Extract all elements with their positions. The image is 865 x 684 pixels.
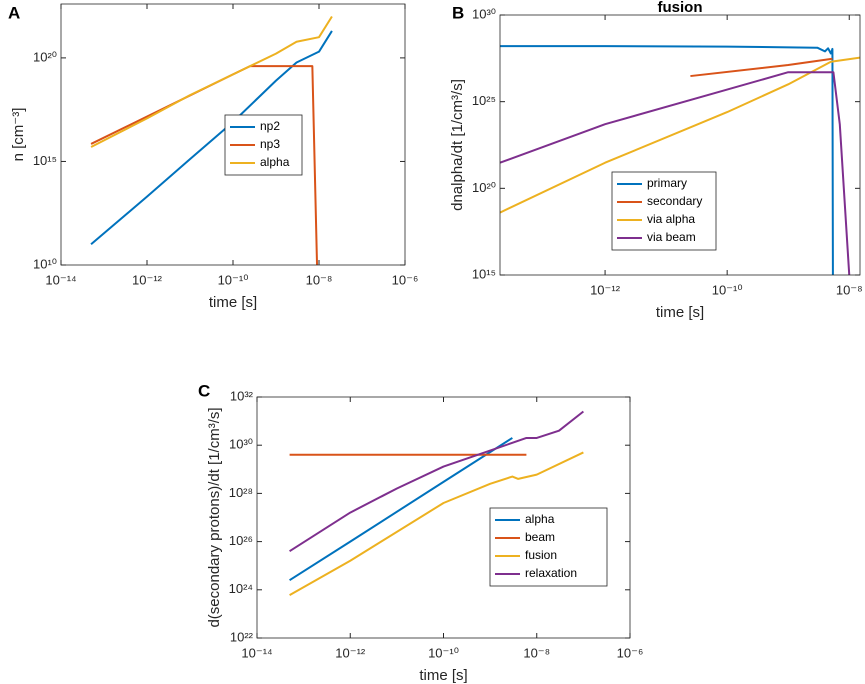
y-axis-label: d(secondary protons)/dt [1/cm³/s] <box>206 407 223 627</box>
legend-label: via alpha <box>647 212 695 226</box>
x-tick-label: 10⁻¹⁴ <box>45 272 76 287</box>
legend-label: secondary <box>647 194 702 208</box>
panel-letter: A <box>8 3 20 22</box>
chart-title: fusion <box>658 0 703 16</box>
x-tick-label: 10⁻¹⁰ <box>712 282 743 297</box>
legend-label: fusion <box>525 548 557 562</box>
x-tick-label: 10⁻¹² <box>335 645 366 660</box>
legend-label: beam <box>525 530 555 544</box>
series-line <box>500 45 834 275</box>
series-line <box>289 410 584 553</box>
y-tick-label: 10³⁰ <box>472 6 496 21</box>
axes-box <box>499 14 861 276</box>
legend-label: alpha <box>525 512 555 526</box>
x-tick-label: 10⁻⁶ <box>617 645 644 660</box>
y-tick-label: 10²⁵ <box>472 93 496 108</box>
series-line <box>690 57 833 78</box>
x-axis-label: time [s] <box>419 667 467 684</box>
series-line <box>289 451 584 597</box>
x-tick-label: 10⁻⁸ <box>306 272 333 287</box>
y-tick-label: 10²⁶ <box>229 533 253 548</box>
panel-letter: C <box>198 381 210 400</box>
legend-label: primary <box>647 176 687 190</box>
legend-label: relaxation <box>525 566 577 580</box>
series-line <box>90 15 333 148</box>
y-tick-label: 10¹⁰ <box>33 256 57 271</box>
axes-box <box>60 3 406 266</box>
axes-box <box>256 396 631 639</box>
x-tick-label: 10⁻⁸ <box>836 282 863 297</box>
x-tick-label: 10⁻¹² <box>132 272 163 287</box>
y-tick-label: 10³² <box>230 388 254 403</box>
x-tick-label: 10⁻¹² <box>590 282 621 297</box>
y-tick-label: 10³⁰ <box>229 437 253 452</box>
legend-label: np3 <box>260 137 280 151</box>
series-line <box>500 56 860 214</box>
x-tick-label: 10⁻⁸ <box>523 645 550 660</box>
panel: 10⁻¹⁴ 10⁻¹² 10⁻¹⁰ 10⁻⁸ 10⁻⁶ 10¹⁰ 10¹⁵ 10²⁰ Atime… <box>8 3 418 310</box>
panel-letter: B <box>452 3 464 22</box>
y-tick-label: 10¹⁵ <box>33 153 57 168</box>
x-axis-label: time [s] <box>656 304 704 321</box>
panel: 10⁻¹⁴ 10⁻¹² 10⁻¹⁰ 10⁻⁸ 10⁻⁶ 10²² 10²⁴ 10²⁶ 10²⁸ 1… <box>198 381 643 683</box>
y-tick-label: 10²⁰ <box>472 180 496 195</box>
y-axis-label: dnalpha/dt [1/cm³/s] <box>449 79 466 211</box>
y-tick-label: 10¹⁵ <box>472 266 496 281</box>
legend-label: via beam <box>647 230 696 244</box>
series-line <box>90 30 333 246</box>
y-tick-label: 10²⁸ <box>229 485 253 500</box>
series-line <box>289 437 513 582</box>
y-axis-label: n [cm⁻³] <box>10 108 27 162</box>
y-tick-label: 10²⁴ <box>229 581 253 596</box>
series-line <box>500 71 851 275</box>
panel: 10⁻¹² 10⁻¹⁰ 10⁻⁸ 10¹⁵ 10²⁰ 10²⁵ 10³⁰ B fusion tim… <box>449 0 863 321</box>
x-axis-label: time [s] <box>209 294 257 311</box>
x-tick-label: 10⁻⁶ <box>392 272 419 287</box>
legend-label: np2 <box>260 119 280 133</box>
x-tick-label: 10⁻¹⁰ <box>218 272 249 287</box>
x-tick-label: 10⁻¹⁰ <box>428 645 459 660</box>
y-tick-label: 10²⁰ <box>33 49 57 64</box>
x-tick-label: 10⁻¹⁴ <box>241 645 272 660</box>
y-tick-label: 10²² <box>230 629 254 644</box>
legend-label: alpha <box>260 155 290 169</box>
